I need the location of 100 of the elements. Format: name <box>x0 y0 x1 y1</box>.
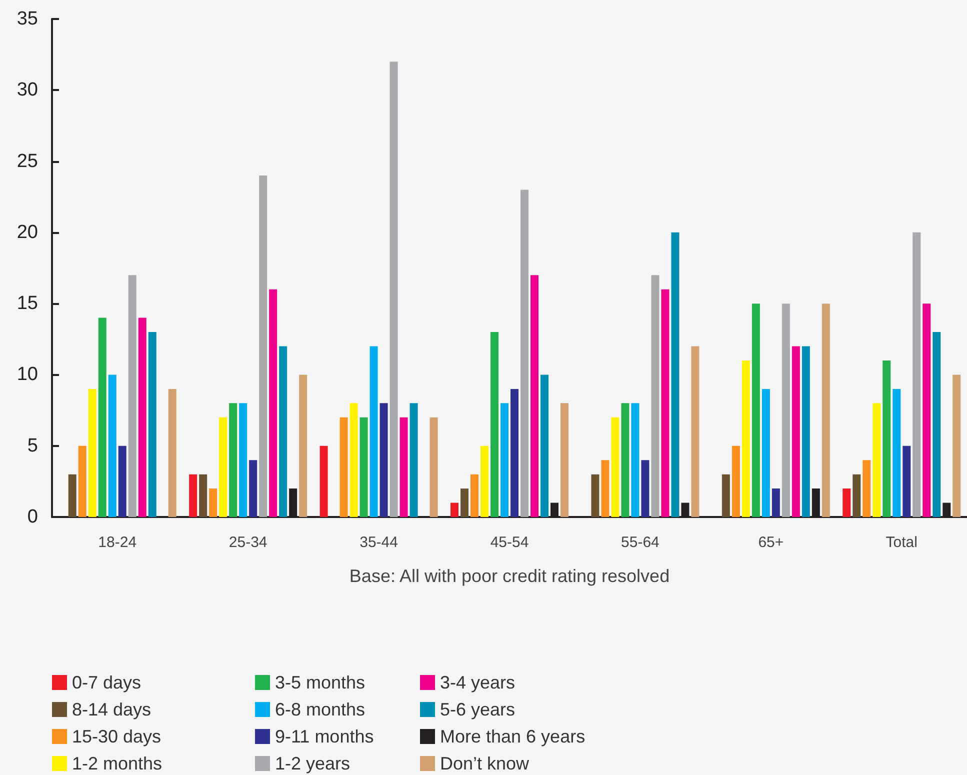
bar <box>691 346 700 517</box>
bar <box>88 388 96 517</box>
bar <box>340 417 348 517</box>
bar <box>259 176 268 517</box>
bar <box>520 190 528 517</box>
x-tick-label: 35-44 <box>360 534 398 551</box>
bar <box>138 318 146 517</box>
bar <box>862 460 871 517</box>
legend-label: Don’t know <box>440 754 530 774</box>
bar <box>400 417 408 517</box>
x-axis-title: Base: All with poor credit rating resolved <box>349 566 670 586</box>
x-tick-label: 45-54 <box>490 534 529 551</box>
bar <box>922 304 931 517</box>
bar <box>591 474 600 517</box>
bar <box>671 232 680 517</box>
y-tick-label: 30 <box>16 80 38 101</box>
bar <box>661 289 670 517</box>
bar <box>390 62 398 517</box>
bar <box>78 446 86 517</box>
bar <box>752 304 760 517</box>
bar <box>269 289 278 517</box>
bar <box>742 360 750 517</box>
bar <box>279 346 288 517</box>
bar <box>500 403 508 517</box>
bar <box>98 318 106 517</box>
x-tick-label: 18-24 <box>98 534 137 551</box>
bar <box>822 304 830 517</box>
bar <box>782 304 790 517</box>
bar <box>128 275 136 517</box>
bar <box>621 403 630 517</box>
bar <box>842 488 851 517</box>
bar <box>430 417 438 517</box>
y-tick-label: 10 <box>16 364 38 386</box>
bar <box>852 474 861 517</box>
legend-label: 3-4 years <box>440 672 516 692</box>
bar <box>299 374 308 517</box>
y-tick-label: 0 <box>27 506 38 528</box>
bar <box>249 460 258 517</box>
bar <box>882 360 891 517</box>
bar <box>370 346 378 517</box>
legend-label: 1-2 years <box>275 754 350 774</box>
bar <box>902 446 911 517</box>
bar <box>209 488 218 517</box>
bar <box>802 346 810 517</box>
bar <box>631 403 640 517</box>
bar <box>168 388 176 517</box>
bar <box>641 460 650 517</box>
bar <box>772 488 780 517</box>
bar <box>320 446 328 517</box>
x-tick-label: 65+ <box>758 534 784 551</box>
bar <box>490 332 498 517</box>
bar <box>722 474 730 517</box>
bar <box>470 474 478 517</box>
bar <box>952 374 961 517</box>
legend-label: 15-30 days <box>72 726 162 746</box>
bar <box>611 417 620 517</box>
bar <box>912 232 921 517</box>
bar <box>932 332 941 517</box>
y-tick-label: 15 <box>16 293 38 314</box>
bar <box>892 388 901 517</box>
bar <box>480 446 488 517</box>
legend-label: 0-7 days <box>72 672 142 692</box>
bar <box>68 474 76 517</box>
bar <box>872 403 881 517</box>
y-tick-label: 5 <box>27 435 38 456</box>
y-tick-label: 20 <box>16 222 38 243</box>
bar <box>530 275 538 517</box>
bar <box>410 403 418 517</box>
legend-label: 1-2 months <box>72 754 162 774</box>
y-tick-label: 25 <box>16 150 38 172</box>
bar <box>732 446 740 517</box>
bar <box>540 374 548 517</box>
bar <box>199 474 208 517</box>
x-tick-label: 25-34 <box>228 534 268 551</box>
bar <box>229 403 238 517</box>
legend-label: 5-6 years <box>440 700 516 720</box>
bar <box>219 417 228 517</box>
bar <box>450 502 458 517</box>
bar <box>762 388 770 517</box>
bar <box>560 403 568 517</box>
legend-label: 3-5 months <box>275 672 366 692</box>
bar <box>380 403 388 517</box>
bar <box>108 374 116 517</box>
bar <box>239 403 248 517</box>
bar <box>118 446 126 517</box>
x-tick-label: 55-64 <box>621 534 660 551</box>
x-tick-label: Total <box>886 534 918 551</box>
bar <box>350 403 358 517</box>
legend-label: 6-8 months <box>275 700 366 720</box>
legend-label: 8-14 days <box>72 700 152 720</box>
bar <box>189 474 198 517</box>
bar <box>651 275 660 517</box>
legend-label: More than 6 years <box>440 726 586 746</box>
legend-label: 9-11 months <box>275 726 374 746</box>
bar <box>601 460 610 517</box>
bar <box>460 488 468 517</box>
bar <box>148 332 156 517</box>
bar <box>510 388 518 517</box>
y-tick-label: 35 <box>16 8 38 30</box>
bar <box>792 346 800 517</box>
